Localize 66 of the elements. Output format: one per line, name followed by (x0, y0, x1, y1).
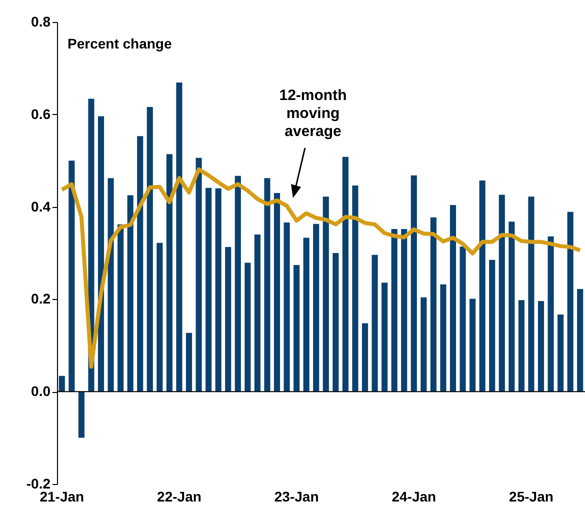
y-tick-label: 0.6 (31, 106, 51, 122)
bar (58, 376, 65, 392)
bar (577, 289, 584, 392)
x-tick-label: 22-Jan (157, 488, 202, 504)
bar (567, 212, 574, 392)
bar (420, 297, 427, 392)
bar (362, 323, 368, 392)
bar (274, 192, 280, 392)
bar (294, 265, 300, 392)
bar (215, 188, 222, 392)
y-axis-title: Percent change (68, 36, 172, 52)
bar (332, 253, 339, 392)
bar (234, 176, 241, 392)
bar (254, 234, 260, 392)
bar (489, 260, 496, 392)
bar (460, 246, 466, 392)
bar (382, 282, 388, 392)
bar (508, 222, 515, 392)
bar (342, 156, 348, 392)
annotation: 12-month moving average (279, 87, 347, 140)
bar (518, 300, 524, 392)
bar (176, 82, 182, 392)
bar (108, 178, 114, 392)
bar (225, 246, 232, 392)
bar (440, 284, 446, 392)
line-series (60, 167, 582, 369)
bar (528, 196, 534, 392)
bar (538, 301, 544, 392)
bar (430, 217, 436, 392)
bar (313, 224, 320, 392)
bar (498, 194, 505, 392)
bar (68, 160, 75, 392)
y-tick-label: -0.2 (26, 476, 51, 492)
bar (264, 178, 270, 392)
bar (206, 188, 212, 392)
bar (196, 158, 202, 392)
bar (127, 195, 134, 392)
y-tick-label: 0.8 (31, 14, 51, 30)
y-tick-label: 0.4 (31, 198, 51, 214)
bar (479, 180, 486, 392)
bar (410, 175, 417, 392)
bar (391, 228, 398, 392)
bar (284, 222, 290, 392)
bar (558, 314, 564, 392)
x-tick-label: 24-Jan (392, 488, 436, 504)
bar (166, 154, 172, 392)
bar (372, 254, 378, 392)
x-tick-label: 25-Jan (509, 488, 554, 504)
bar (244, 262, 251, 392)
bar (322, 196, 329, 392)
bar (156, 242, 163, 392)
bar (303, 238, 310, 392)
bar (118, 224, 124, 392)
y-tick-label: 0.0 (31, 383, 51, 400)
bar (548, 236, 554, 392)
bar (146, 107, 153, 392)
y-tick-label: 0.2 (31, 290, 51, 307)
x-tick-label: 23-Jan (274, 488, 319, 504)
bar (470, 298, 476, 392)
bar (78, 392, 84, 438)
bar (352, 186, 358, 392)
x-tick-label: 21-Jan (40, 488, 84, 504)
bar (401, 228, 408, 392)
bar (137, 136, 144, 392)
bar (186, 332, 192, 392)
bar (450, 204, 456, 392)
